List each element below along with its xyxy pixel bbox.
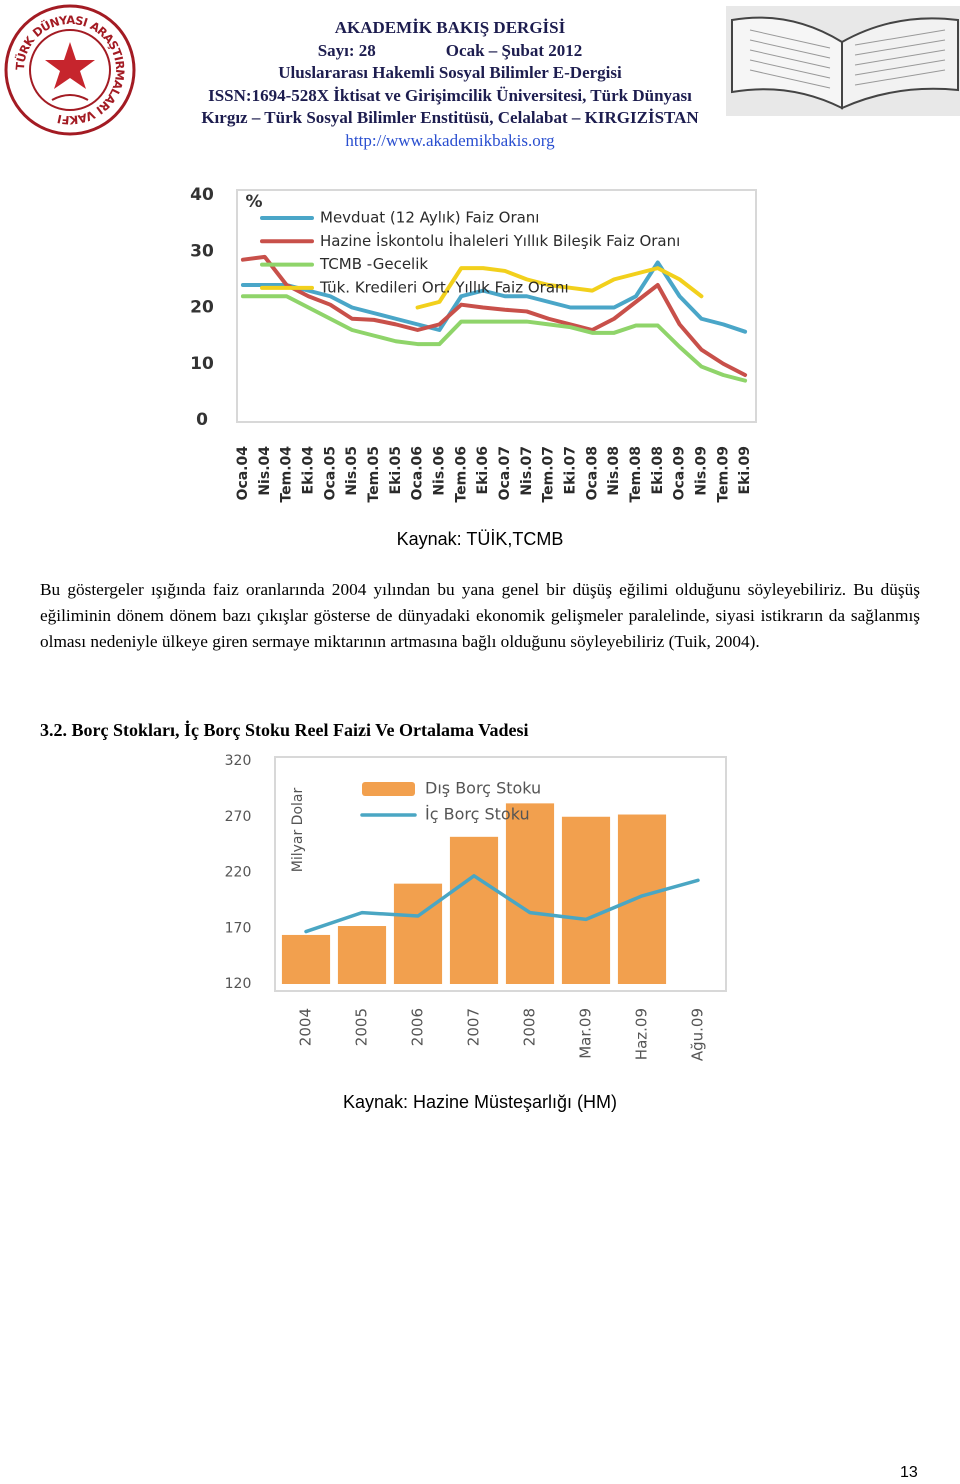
section-heading: 3.2. Borç Stokları, İç Borç Stoku Reel F… [40,720,529,740]
y-axis-label: Milyar Dolar [290,788,306,873]
x-tick-label: Tem.05 [366,446,382,503]
issue-line: Sayı: 28 Ocak – Şubat 2012 [130,40,770,63]
legend-label: Mevduat (12 Aylık) Faiz Oranı [320,209,539,227]
x-tick-label: 2007 [465,1008,483,1046]
plot-frame [236,189,757,423]
x-tick-label: Tem.08 [628,446,644,503]
x-tick-label: Oca.06 [410,446,426,500]
x-tick-label: Oca.07 [497,446,513,500]
y-tick-label: 120 [225,976,252,992]
x-tick-label: Eki.05 [388,446,404,494]
line [304,874,700,934]
x-tick-label: Mar.09 [577,1008,595,1059]
legend-swatch [362,782,415,796]
x-tick-label: Nis.04 [257,446,273,496]
bar [449,836,499,984]
y-tick-label: 30 [190,241,214,261]
y-tick-label: 10 [190,354,214,374]
publisher: Kırgız – Türk Sosyal Bilimler Enstitüsü,… [201,108,699,128]
legend-label: TCMB -Gecelik [319,255,428,273]
x-tick-label: Tem.07 [541,446,557,503]
x-tick-label: Tem.04 [279,446,295,503]
y-tick-label: 220 [225,865,252,881]
y-unit: % [245,192,262,212]
bar [393,883,443,984]
x-tick-label: Nis.07 [519,446,535,496]
x-tick-label: 2004 [297,1008,315,1046]
line [240,294,748,383]
x-tick-label: Nis.08 [606,446,622,496]
x-tick-label: Nis.05 [344,446,360,496]
journal-url[interactable]: http://www.akademikbakis.org [345,130,555,150]
x-tick-label: Tem.09 [715,446,731,503]
x-tick-label: Haz.09 [633,1008,651,1060]
legend-label: Hazine İskontolu İhaleleri Yıllık Bileşi… [320,231,680,250]
issue: Sayı: 28 [317,40,376,60]
bar [505,803,555,984]
plot-frame [274,756,727,992]
y-tick-label: 270 [225,809,252,825]
line [415,266,704,310]
x-tick-label: 2006 [409,1008,427,1046]
x-tick-label: Oca.09 [672,446,688,500]
page-number: 13 [900,1464,918,1481]
legend-label: İç Borç Stoku [425,805,530,824]
legend-label: Tük. Kredileri Ort. Yıllık Faiz Oranı [319,278,569,296]
bar [617,814,667,984]
legend-label: Dış Borç Stoku [425,779,541,798]
journal-title: AKADEMİK BAKIŞ DERGİSİ [334,18,566,37]
issue-date: Ocak – Şubat 2012 [445,40,583,60]
x-tick-label: Eki.09 [737,446,753,494]
x-tick-label: Oca.08 [584,446,600,500]
y-tick-label: 0 [196,410,208,430]
x-tick-label: Nis.06 [431,446,447,496]
x-tick-label: 2005 [353,1008,371,1046]
bar [281,934,331,984]
y-tick-label: 320 [225,753,252,769]
journal-header: AKADEMİK BAKIŞ DERGİSİ Sayı: 28 Ocak – Şu… [130,17,770,153]
x-tick-label: Tem.06 [453,446,469,503]
publisher: ISSN:1694-528X İktisat ve Girişimcilik Ü… [208,85,692,105]
caption: Kaynak: Hazine Müsteşarlığı (HM) [342,1092,618,1112]
bar [337,926,387,984]
x-tick-label: Eki.06 [475,446,491,494]
x-tick-label: Ağu.09 [689,1008,707,1061]
journal-subtitle: Uluslararası Hakemli Sosyal Bilimler E-D… [278,63,622,83]
x-tick-label: Eki.07 [562,446,578,494]
bar [561,816,611,984]
x-tick-label: Eki.04 [300,446,316,495]
x-tick-label: Oca.05 [322,446,338,500]
line [240,254,748,377]
x-tick-label: 2008 [521,1008,539,1046]
y-tick-label: 170 [225,920,252,936]
caption: Kaynak: TÜİK,TCMB [396,529,564,549]
book-image [726,6,960,116]
x-tick-label: Oca.04 [235,446,251,501]
paragraph: Bu göstergeler ışığında faiz oranlarında… [40,580,920,651]
logo: TÜRK DÜNYASI ARAŞTIRMALARI VAKFI [4,4,136,136]
x-tick-label: Eki.08 [650,446,666,494]
y-tick-label: 20 [190,298,214,318]
y-tick-label: 40 [190,185,214,205]
x-tick-label: Nis.09 [693,446,709,496]
